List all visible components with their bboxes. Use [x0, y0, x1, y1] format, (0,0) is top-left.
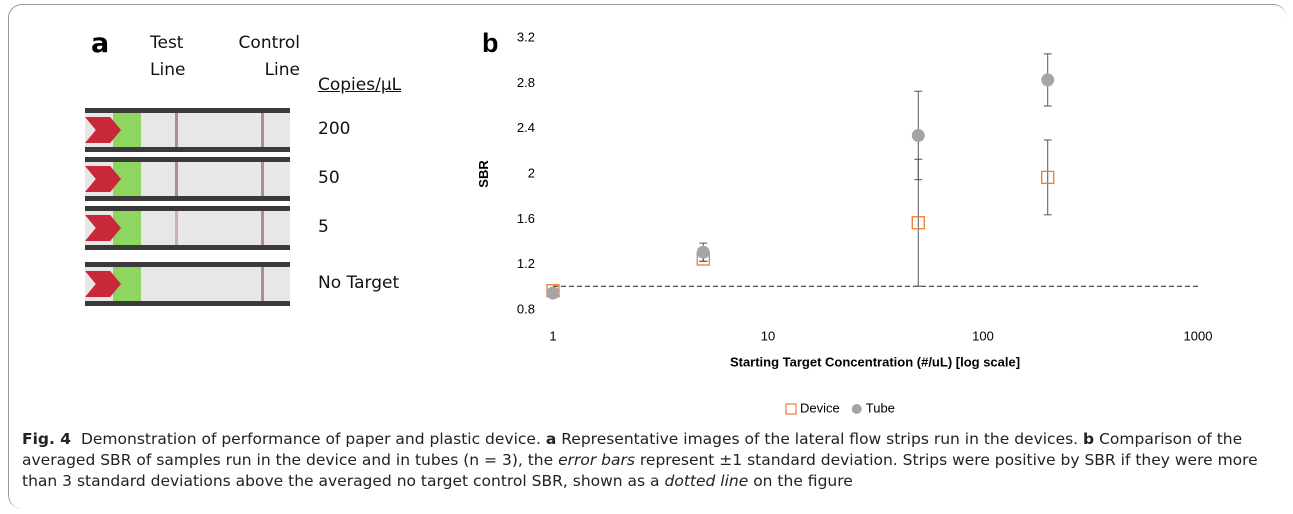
caption: Fig. 4 Demonstration of performance of p… [22, 429, 1272, 492]
x-tick-label: 100 [972, 328, 994, 343]
x-tick-label: 10 [761, 328, 775, 343]
caption-panel: a [546, 430, 556, 448]
page: a Test Line Control Line Copies/µL 200 5… [0, 0, 1293, 514]
caption-panel: b [1083, 430, 1094, 448]
y-tick-label: 2.4 [517, 120, 535, 135]
y-tick-label: 3.2 [517, 29, 535, 44]
y-tick-label: 2 [528, 165, 535, 180]
y-tick-label: 0.8 [517, 301, 535, 316]
y-tick-label: 1.2 [517, 256, 535, 271]
caption-text: Demonstration of performance of paper an… [81, 430, 541, 448]
point [697, 246, 710, 259]
caption-text: dotted line [665, 472, 749, 490]
point [1041, 73, 1054, 86]
legend-label: Device [800, 400, 840, 415]
y-tick-label: 2.8 [517, 75, 535, 90]
y-tick-label: 1.6 [517, 211, 535, 226]
legend-marker [852, 404, 862, 414]
caption-text: error bars [558, 451, 635, 469]
point [547, 287, 560, 300]
x-tick-label: 1 [549, 328, 556, 343]
caption-text: Representative images of the lateral flo… [561, 430, 1078, 448]
x-tick-label: 1000 [1184, 328, 1213, 343]
legend-marker [786, 404, 796, 414]
x-axis-label: Starting Target Concentration (#/uL) [lo… [730, 354, 1020, 369]
chart: b SBR Starting Target Concentration (#/u… [0, 0, 1293, 425]
panel-label: b [482, 28, 499, 58]
point [912, 129, 925, 142]
legend-label: Tube [866, 400, 895, 415]
y-axis-label: SBR [476, 160, 491, 188]
fig-label: Fig. 4 [22, 430, 71, 448]
caption-text: on the figure [753, 472, 853, 490]
